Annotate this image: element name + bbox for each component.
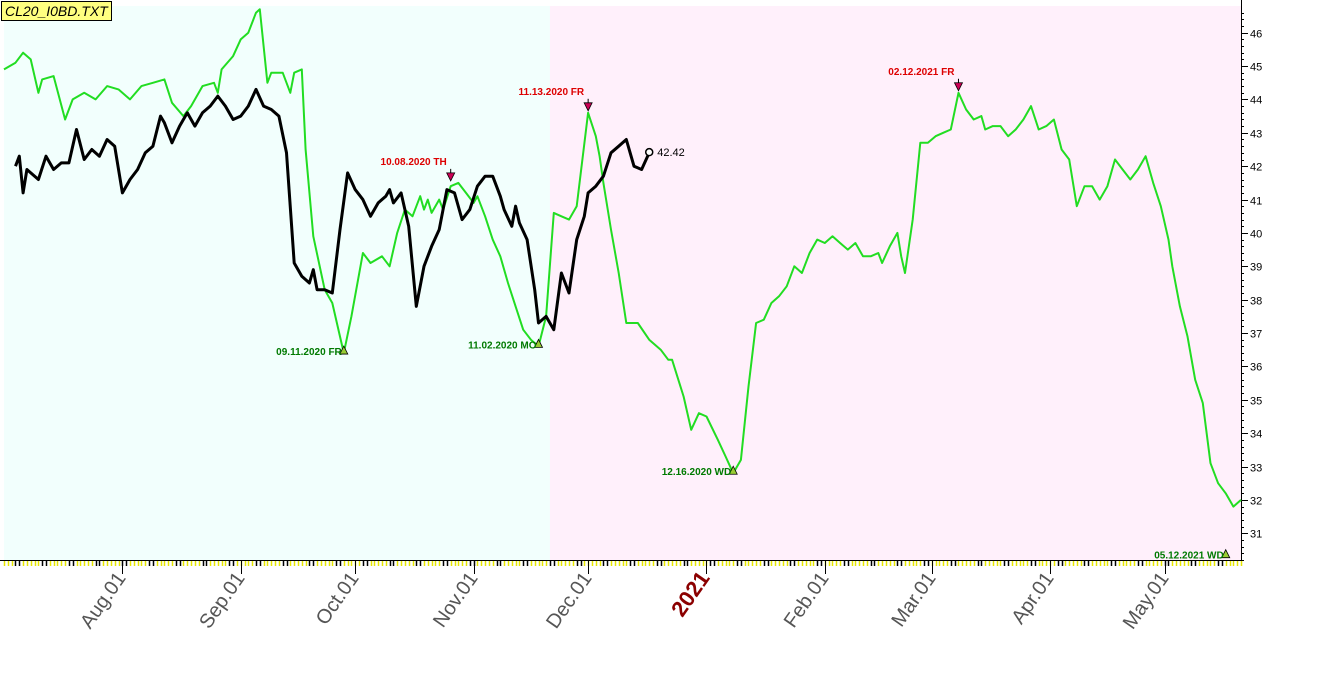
y-tick-label: 33 [1250, 463, 1262, 475]
low-marker [339, 345, 349, 355]
x-tick-label: Dec.01 [542, 568, 596, 633]
series-line-price [14, 87, 651, 332]
high-label: 02.12.2021 FR [888, 67, 955, 78]
last-value-label: 42.42 [657, 147, 685, 159]
background-region-1 [549, 6, 1241, 560]
low-marker [1221, 548, 1231, 559]
x-tick-label: Sep.01 [195, 568, 249, 633]
y-tick-label: 38 [1250, 296, 1262, 308]
y-tick-label: 46 [1250, 29, 1262, 41]
x-tick-label: Mar.01 [887, 568, 940, 631]
high-label: 11.13.2020 FR [519, 87, 585, 98]
last-value-marker [644, 147, 654, 157]
high-marker [446, 172, 456, 182]
y-tick-label: 32 [1250, 496, 1262, 508]
y-tick-label: 40 [1250, 229, 1262, 241]
y-tick-label: 44 [1250, 95, 1262, 107]
y-tick-label: 45 [1250, 62, 1262, 74]
high-marker [953, 82, 964, 92]
low-marker [533, 338, 544, 348]
x-tick-label: Apr.01 [1007, 568, 1058, 628]
y-tick-label: 37 [1250, 329, 1262, 341]
y-tick-label: 43 [1250, 129, 1262, 141]
low-label: 12.16.2020 WD [662, 467, 732, 478]
y-tick-label: 34 [1250, 429, 1262, 441]
low-label: 11.02.2020 MO [468, 340, 537, 351]
y-tick-label: 36 [1250, 362, 1262, 374]
low-label: 05.12.2021 WD [1154, 551, 1224, 562]
x-tick-label: Oct.01 [312, 568, 364, 629]
y-tick-label: 39 [1250, 262, 1262, 274]
y-tick-label: 31 [1250, 529, 1262, 541]
y-tick-label: 41 [1250, 196, 1262, 208]
x-tick-label: Nov.01 [429, 568, 483, 631]
high-label: 10.08.2020 TH [381, 157, 447, 168]
x-tick-label: Feb.01 [780, 568, 834, 632]
background-region-0 [4, 6, 550, 560]
y-tick-label: 42 [1250, 162, 1262, 174]
y-tick-label: 35 [1250, 396, 1262, 408]
x-tick-label: May.01 [1119, 568, 1174, 633]
x-tick-label: 2021 [666, 567, 715, 621]
low-marker [728, 465, 738, 475]
low-label: 09.11.2020 FR [276, 347, 342, 358]
chart-title: CL20_I0BD.TXT [1, 1, 112, 21]
series-line-projection [3, 8, 1242, 508]
x-tick-label: Aug.01 [76, 568, 130, 633]
